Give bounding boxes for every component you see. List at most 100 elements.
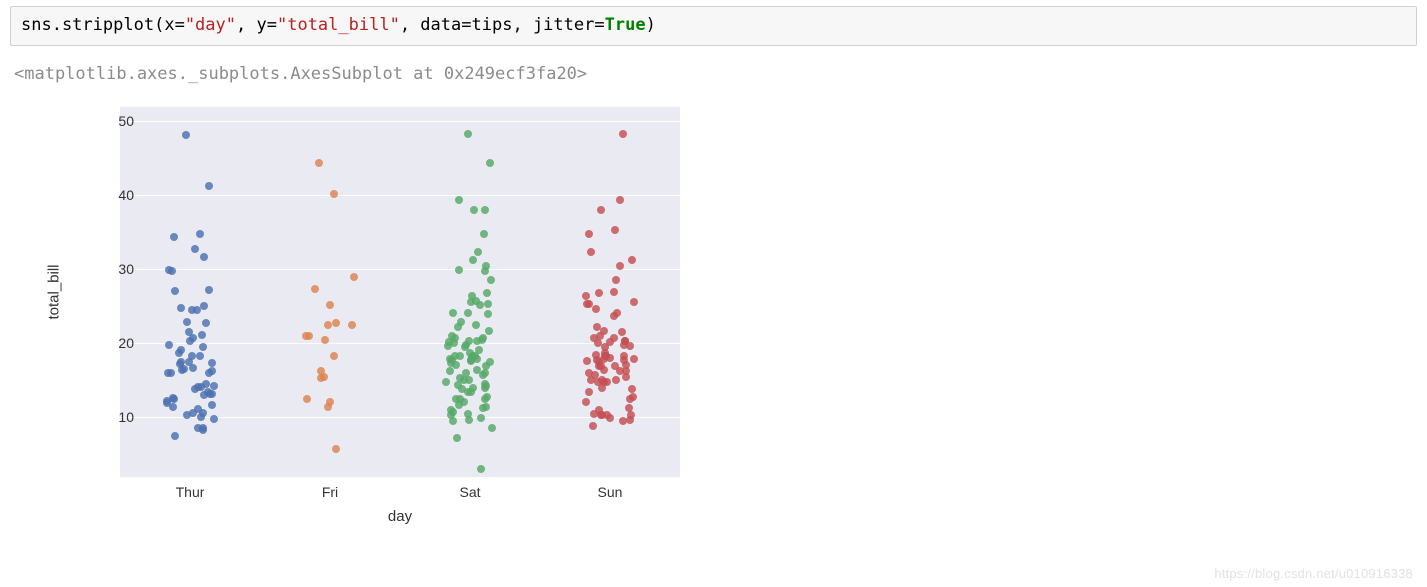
data-point	[478, 336, 486, 344]
data-point	[303, 395, 311, 403]
data-point	[470, 206, 478, 214]
data-point	[324, 403, 332, 411]
data-point	[484, 310, 492, 318]
code-token: True	[605, 15, 646, 35]
data-point	[486, 159, 494, 167]
data-point	[487, 276, 495, 284]
y-tick-label: 40	[118, 187, 134, 203]
watermark: https://blog.csdn.net/u010916338	[1214, 566, 1413, 581]
data-point	[455, 196, 463, 204]
data-point	[442, 378, 450, 386]
code-line: sns.stripplot(x="day", y="total_bill", d…	[21, 15, 656, 35]
gridline	[120, 269, 680, 270]
data-point	[196, 230, 204, 238]
data-point	[447, 359, 455, 367]
data-point	[616, 262, 624, 270]
data-point	[332, 445, 340, 453]
data-point	[204, 388, 212, 396]
y-axis-label: total_bill	[46, 264, 63, 319]
data-point	[462, 369, 470, 377]
x-tick-label: Sat	[459, 484, 480, 500]
data-point	[477, 414, 485, 422]
data-point	[472, 321, 480, 329]
data-point	[326, 301, 334, 309]
data-point	[630, 298, 638, 306]
data-point	[177, 358, 185, 366]
data-point	[208, 367, 216, 375]
data-point	[606, 414, 614, 422]
gridline	[120, 121, 680, 122]
data-point	[169, 394, 177, 402]
data-point	[616, 196, 624, 204]
data-point	[210, 415, 218, 423]
data-point	[611, 362, 619, 370]
data-point	[626, 416, 634, 424]
y-tick-label: 30	[118, 261, 134, 277]
data-point	[594, 339, 602, 347]
data-point	[208, 401, 216, 409]
data-point	[180, 365, 188, 373]
data-point	[625, 404, 633, 412]
data-point	[619, 130, 627, 138]
data-point	[199, 343, 207, 351]
data-point	[474, 248, 482, 256]
data-point	[198, 331, 206, 339]
data-point	[621, 337, 629, 345]
data-point	[622, 361, 630, 369]
data-point	[585, 300, 593, 308]
data-point	[482, 403, 490, 411]
data-point	[597, 206, 605, 214]
data-point	[585, 388, 593, 396]
data-point	[589, 422, 597, 430]
data-point	[592, 305, 600, 313]
code-token: =	[175, 15, 185, 35]
code-token: tips	[472, 15, 513, 35]
data-point	[481, 267, 489, 275]
data-point	[628, 256, 636, 264]
data-point	[600, 327, 608, 335]
data-point	[593, 323, 601, 331]
data-point	[332, 319, 340, 327]
data-point	[484, 300, 492, 308]
data-point	[464, 410, 472, 418]
data-point	[330, 352, 338, 360]
code-token: data	[420, 15, 461, 35]
data-point	[350, 273, 358, 281]
data-point	[455, 266, 463, 274]
data-point	[606, 354, 614, 362]
data-point	[457, 318, 465, 326]
data-point	[480, 230, 488, 238]
data-point	[481, 369, 489, 377]
data-point	[582, 398, 590, 406]
code-token: ,	[512, 15, 532, 35]
data-point	[606, 338, 614, 346]
y-tick-label: 10	[118, 409, 134, 425]
x-axis-label: day	[388, 508, 412, 525]
data-point	[188, 306, 196, 314]
data-point	[464, 309, 472, 317]
data-point	[472, 297, 480, 305]
data-point	[467, 388, 475, 396]
code-token: =	[461, 15, 471, 35]
data-point	[205, 286, 213, 294]
data-point	[600, 366, 608, 374]
data-point	[449, 309, 457, 317]
data-point	[473, 366, 481, 374]
code-token: jitter	[533, 15, 594, 35]
y-tick-label: 50	[118, 113, 134, 129]
data-point	[477, 465, 485, 473]
x-tick-label: Sun	[598, 484, 623, 500]
data-point	[488, 424, 496, 432]
data-point	[486, 358, 494, 366]
data-point	[171, 432, 179, 440]
code-token: ,	[236, 15, 256, 35]
data-point	[612, 276, 620, 284]
data-point	[165, 341, 173, 349]
code-token: x	[164, 15, 174, 35]
x-tick-label: Thur	[176, 484, 205, 500]
data-point	[585, 230, 593, 238]
data-point	[449, 408, 457, 416]
code-token: =	[594, 15, 604, 35]
code-token: "day"	[185, 15, 236, 35]
data-point	[189, 334, 197, 342]
